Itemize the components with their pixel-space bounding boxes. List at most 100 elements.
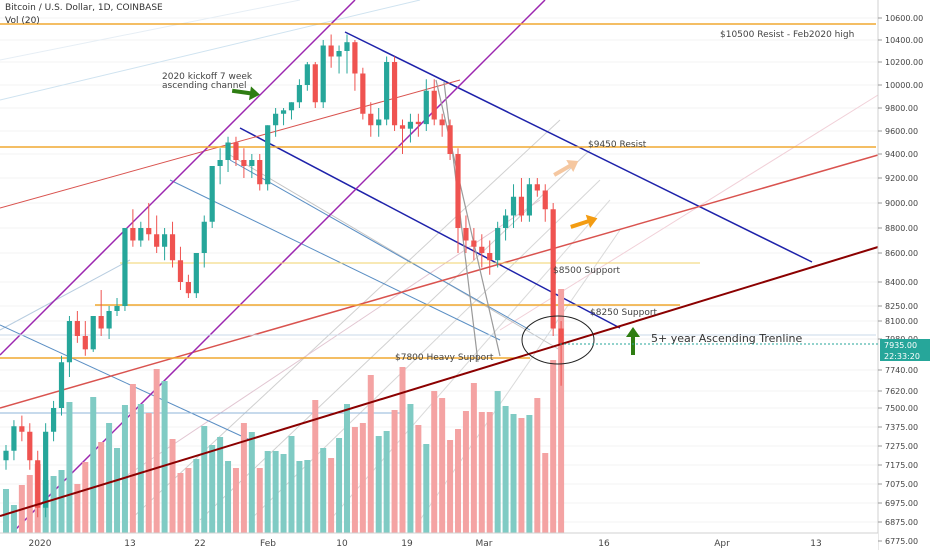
price-tick-label: 7740.00 [885,366,918,375]
volume-bar [161,381,168,545]
price-axis-bg [878,0,932,550]
candle-body [368,113,374,126]
time-tick-label: 10 [336,539,348,549]
candle-body [495,228,501,261]
volume-bar [169,439,176,545]
volume-bar [90,397,97,545]
candle-body [510,196,517,216]
volume-bar [248,432,255,545]
volume-bar [510,414,517,545]
volume-bar [343,404,350,545]
price-badge: 7935.00 [884,341,917,350]
candle-body [249,160,255,166]
volume-bar [558,289,565,545]
price-tick-label: 8100.00 [885,317,918,326]
volume-bar [201,426,208,545]
five-year-trendline [0,246,879,517]
price-tick-label: 7075.00 [885,480,918,489]
volume-bar [328,458,335,545]
candle-body [391,62,398,126]
volume-bar [296,461,303,545]
price-tick-label: 6975.00 [885,499,918,508]
candle-body [407,121,414,129]
candle-body [50,408,57,432]
time-tick-label: 2020 [29,539,52,549]
candle-body [447,125,453,154]
candle-body [431,90,437,120]
candle-body [154,234,160,247]
candle-body [122,228,128,306]
volume-bar [98,442,105,545]
volume-bar [359,423,366,545]
candle-body [169,234,176,261]
volume-bar [58,470,65,545]
volume-indicator-label: Vol (20) [5,16,40,26]
volume-bar [153,369,160,545]
volume-bar [193,459,200,545]
candle-body [360,73,366,114]
candle-body [376,119,382,126]
fan-line-1 [0,259,131,331]
volume-bar [542,453,549,545]
candle-body [35,460,41,508]
peach-arrow [553,159,579,177]
candle-body [265,125,271,185]
candle-body [43,431,49,508]
volume-bar [351,427,358,545]
red-line-lower [0,154,879,409]
green-arrow-trendline [626,327,640,355]
volume-bar [137,404,144,545]
volume-bar [383,431,390,545]
candle-body [146,228,152,235]
candle-body [384,62,390,120]
candle-body [185,282,191,294]
price-tick-label: 6875.00 [885,518,918,527]
candle-body [106,311,112,329]
volume-bar [367,375,374,545]
candle-body [162,234,168,247]
candle-body [320,45,326,103]
annotation-7800-support: $7800 Heavy Support [395,353,494,363]
candle-body [526,184,532,216]
price-tick-label: 10400.00 [885,36,923,45]
volume-bar [66,402,73,545]
price-tick-label: 9600.00 [885,127,918,136]
candle-body [550,209,556,329]
candle-body [209,166,215,222]
annotation-10500-resist: $10500 Resist - Feb2020 high [720,30,854,40]
blue-channel-line-1 [0,324,251,441]
candle-body [98,316,104,329]
countdown-badge-bg [880,350,930,361]
candle-body [82,336,88,350]
candle-body [518,196,525,216]
candle-body [312,64,318,103]
price-tick-label: 10200.00 [885,58,923,67]
candle-body [423,90,429,125]
candle-body [114,306,120,311]
candle-body [11,426,17,451]
volume-bar [518,418,525,545]
volume-bar [312,400,319,545]
blue-channel-line-2 [169,179,501,341]
volume-bar [240,423,247,545]
price-tick-label: 7375.00 [885,423,918,432]
price-tick-label: 8800.00 [885,224,918,233]
candle-body [138,228,144,241]
candle-body [471,240,477,247]
green-arrow-channel [231,86,260,101]
candle-body [193,253,199,294]
annotation-8500-support: $8500 Support [553,266,621,276]
price-tick-label: 9200.00 [885,174,918,183]
volume-bar [3,489,9,545]
volume-bar [225,461,232,545]
time-tick-label: 13 [810,539,821,549]
price-tick-label: 8400.00 [885,278,918,287]
symbol-title: Bitcoin / U.S. Dollar, 1D, COINBASE [5,3,163,13]
volume-bar [526,415,533,545]
candle-body [304,64,310,85]
volume-bar [264,451,271,545]
candle-body [3,450,9,461]
price-tick-label: 7500.00 [885,404,918,413]
